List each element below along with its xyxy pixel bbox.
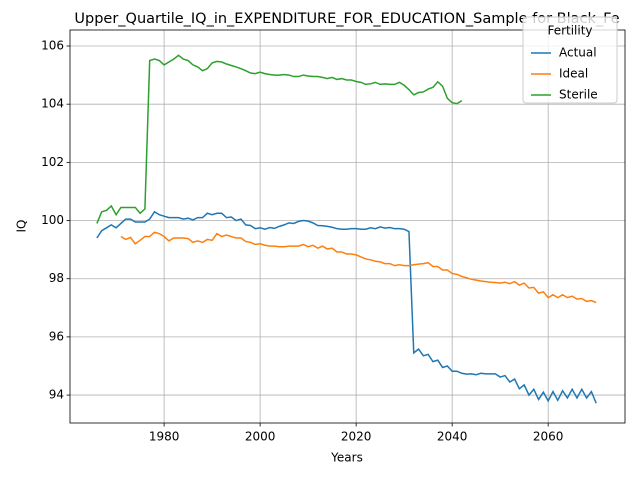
plot-frame bbox=[69, 29, 626, 424]
x-tick-label: 2060 bbox=[533, 430, 564, 444]
series-line bbox=[96, 210, 597, 404]
y-tick-label: 98 bbox=[49, 271, 64, 285]
chart-title: Upper_Quartile_IQ_in_EXPENDITURE_FOR_EDU… bbox=[74, 11, 619, 27]
x-tick-label: 2020 bbox=[341, 430, 372, 444]
legend-label: Actual bbox=[559, 46, 597, 60]
legend-title: Fertility bbox=[547, 24, 592, 38]
y-tick-label: 104 bbox=[41, 97, 64, 111]
y-tick-label: 94 bbox=[49, 388, 64, 402]
legend-label: Sterile bbox=[559, 88, 598, 102]
y-tick-label: 106 bbox=[41, 38, 64, 52]
legend: Fertility Actual Ideal Sterile bbox=[522, 16, 618, 104]
y-tick-label: 96 bbox=[49, 329, 64, 343]
legend-box bbox=[522, 16, 618, 104]
legend-label: Ideal bbox=[559, 67, 588, 81]
series-line bbox=[96, 54, 463, 224]
y-tick-label: 102 bbox=[41, 155, 64, 169]
x-tick-label: 2040 bbox=[437, 430, 468, 444]
y-tick-label: 100 bbox=[41, 213, 64, 227]
x-axis-label: Years bbox=[330, 451, 363, 465]
x-tick-label: 2000 bbox=[245, 430, 276, 444]
x-tick-label: 1980 bbox=[149, 430, 180, 444]
y-axis-label: IQ bbox=[15, 220, 29, 233]
series-line bbox=[120, 231, 597, 304]
